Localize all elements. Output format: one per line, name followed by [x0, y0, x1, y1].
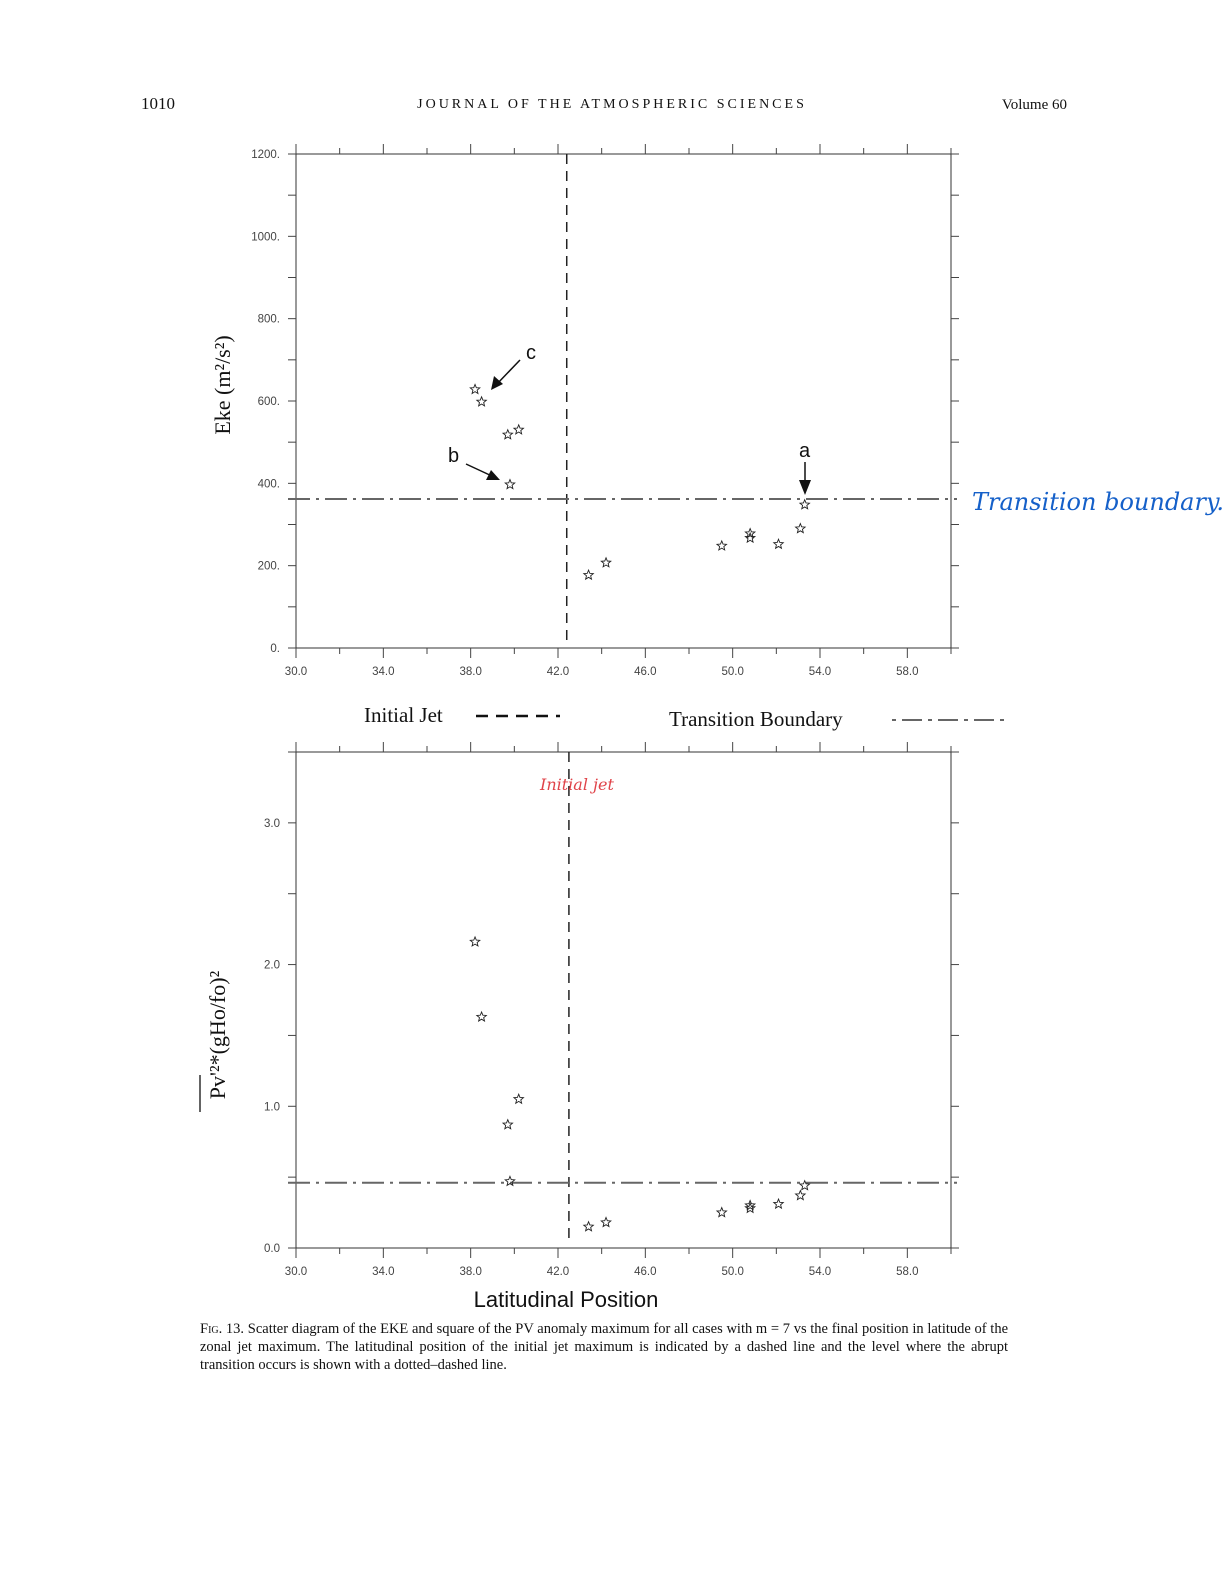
x-tick-label: 34.0: [372, 1266, 394, 1278]
y-tick-label: 200.: [258, 561, 280, 573]
handwritten-transition-boundary: Transition boundary.: [972, 488, 1224, 516]
eke-panel: 30.0 34.0 38.0 42.0 46.0 50.0 54.0 58.0 0. 200. 4…: [210, 144, 1224, 678]
x-tick-label: 50.0: [721, 666, 743, 678]
figure-caption: Fig. 13. Scatter diagram of the EKE and …: [200, 1320, 1008, 1374]
data-point-star: [600, 1216, 612, 1228]
data-point-star: [501, 428, 514, 440]
y-tick-label: 2.0: [264, 960, 280, 972]
data-point-star: [582, 1220, 595, 1232]
data-point-star: [744, 527, 757, 539]
data-point-star: [798, 1179, 811, 1191]
pv-panel: 30.0 34.0 38.0 42.0 46.0 50.0 54.0 58.0 0.0 1.0 2…: [199, 742, 959, 1312]
x-tick-label: 30.0: [285, 1266, 307, 1278]
label-a: a: [799, 440, 811, 462]
label-c: c: [526, 342, 536, 364]
page-number: 1010: [141, 94, 175, 113]
x-tick-label: 58.0: [896, 1266, 918, 1278]
arrow-c: [495, 359, 521, 386]
x-tick-label: 50.0: [721, 1266, 743, 1278]
x-tick-label: 30.0: [285, 666, 307, 678]
top-plot-frame: [295, 153, 952, 649]
legend: Initial Jet Transition Boundary: [364, 703, 1008, 731]
bottom-y-tick-labels: 0.0 1.0 2.0 3.0: [264, 818, 280, 1255]
x-tick-label: 38.0: [459, 666, 481, 678]
x-tick-label: 54.0: [809, 1266, 831, 1278]
y-tick-label: 0.0: [264, 1243, 280, 1255]
top-scatter-points: [469, 383, 811, 581]
data-point-star: [469, 935, 481, 947]
x-tick-label: 46.0: [634, 1266, 656, 1278]
data-point-star: [501, 1118, 514, 1130]
data-point-star: [794, 522, 807, 534]
bottom-axis-ticks: [288, 742, 959, 1258]
label-b: b: [448, 445, 459, 467]
data-point-star: [475, 1010, 488, 1023]
arrow-a-head: [799, 480, 811, 495]
data-point-star: [715, 1206, 728, 1218]
legend-initial-jet-label: Initial Jet: [364, 703, 443, 727]
data-point-star: [744, 1202, 757, 1214]
data-point-star: [582, 568, 595, 581]
y-tick-label: 800.: [258, 314, 280, 326]
data-point-star: [744, 1199, 757, 1211]
legend-transition-boundary-label: Transition Boundary: [669, 707, 843, 731]
data-point-star: [715, 539, 728, 551]
top-y-tick-labels: 0. 200. 400. 600. 800. 1000. 1200.: [251, 149, 280, 655]
x-tick-label: 54.0: [809, 666, 831, 678]
x-tick-label: 58.0: [896, 666, 918, 678]
data-point-star: [504, 478, 516, 490]
x-tick-label: 42.0: [547, 1266, 569, 1278]
data-point-star: [772, 538, 785, 550]
y-tick-label: 1.0: [264, 1101, 280, 1113]
y-tick-label: 600.: [258, 396, 280, 408]
arrow-b-head: [486, 470, 500, 480]
x-tick-label: 42.0: [547, 666, 569, 678]
top-x-tick-labels: 30.0 34.0 38.0 42.0 46.0 50.0 54.0 58.0: [285, 666, 919, 678]
y-tick-label: 3.0: [264, 818, 280, 830]
top-axis-ticks: [288, 144, 959, 658]
data-point-star: [469, 383, 481, 395]
data-point-star: [504, 1175, 516, 1187]
y-tick-label: 0.: [270, 643, 280, 655]
data-point-star: [475, 395, 488, 407]
caption-fig-label: Fig. 13.: [200, 1321, 245, 1337]
arrow-c-head: [491, 376, 503, 390]
y-tick-label: 400.: [258, 478, 280, 490]
volume-label: Volume 60: [1001, 97, 1067, 113]
top-y-axis-label: Eke (m²/s²): [210, 335, 235, 434]
bottom-scatter-points: [469, 935, 811, 1232]
y-tick-label: 1000.: [251, 231, 280, 243]
data-point-star: [512, 1092, 525, 1105]
caption-text: Scatter diagram of the EKE and square of…: [200, 1321, 1009, 1373]
handwritten-initial-jet: Initial jet: [539, 775, 614, 794]
x-tick-label: 34.0: [372, 666, 394, 678]
x-tick-label: 46.0: [634, 666, 656, 678]
data-point-star: [794, 1189, 807, 1201]
data-point-star: [600, 556, 612, 568]
data-point-star: [512, 423, 525, 435]
data-point-star: [744, 531, 757, 544]
x-tick-label: 38.0: [459, 1266, 481, 1278]
journal-title: JOURNAL OF THE ATMOSPHERIC SCIENCES: [417, 97, 807, 112]
y-tick-label: 1200.: [251, 149, 280, 161]
bottom-plot-frame: [295, 751, 952, 1249]
bottom-y-axis-label: Pv'²*(gHo/fo)²: [205, 970, 230, 1099]
data-point-star: [772, 1197, 785, 1210]
bottom-x-axis-label: Latitudinal Position: [474, 1287, 659, 1312]
bottom-x-tick-labels: 30.0 34.0 38.0 42.0 46.0 50.0 54.0 58.0: [285, 1266, 919, 1278]
data-point-star: [798, 498, 811, 510]
